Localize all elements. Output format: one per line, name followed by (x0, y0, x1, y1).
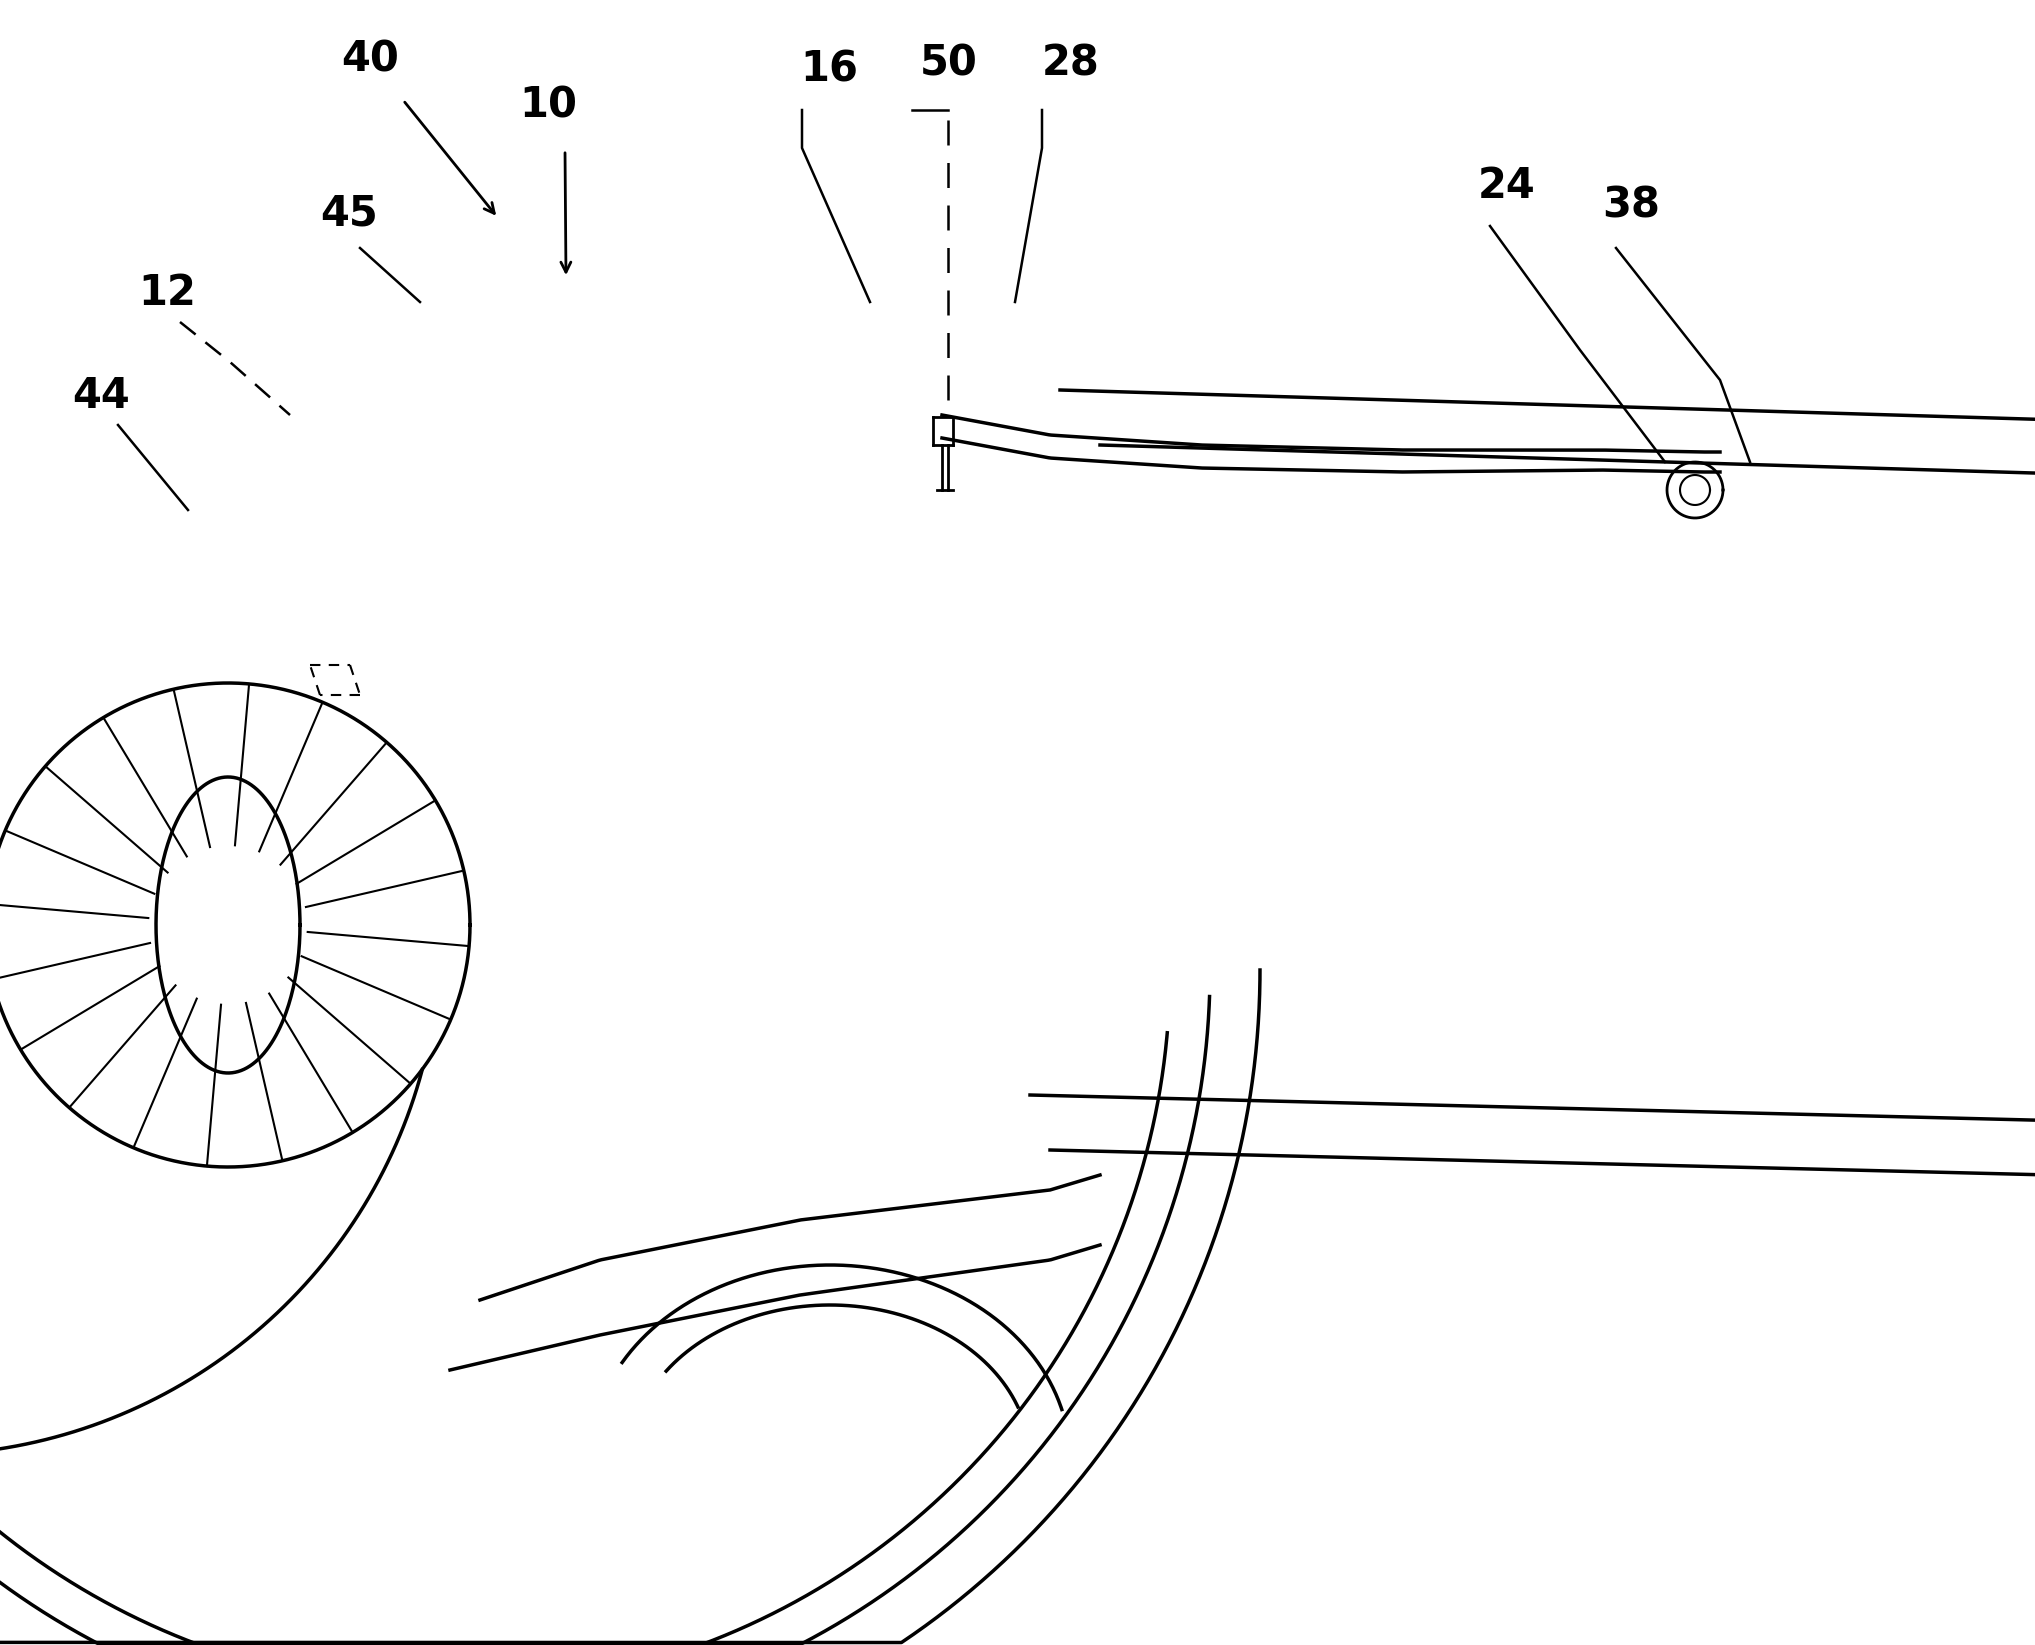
Text: 16: 16 (800, 49, 859, 90)
Text: 45: 45 (319, 192, 379, 234)
Text: 44: 44 (71, 375, 130, 416)
Text: 10: 10 (519, 86, 578, 127)
Text: 50: 50 (920, 43, 979, 84)
Text: 28: 28 (1042, 43, 1099, 84)
Text: 12: 12 (138, 271, 195, 314)
Text: 40: 40 (342, 39, 399, 81)
Text: 38: 38 (1602, 184, 1661, 227)
Text: 24: 24 (1477, 164, 1536, 207)
